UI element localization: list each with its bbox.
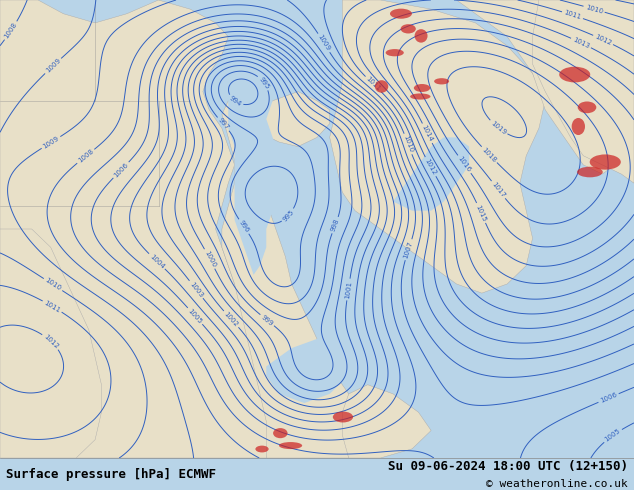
Ellipse shape (434, 78, 449, 84)
Text: 996: 996 (238, 219, 250, 234)
Text: Surface pressure [hPa] ECMWF: Surface pressure [hPa] ECMWF (6, 467, 216, 481)
Text: 1012: 1012 (594, 33, 612, 46)
Polygon shape (0, 0, 273, 458)
Text: 1016: 1016 (456, 155, 472, 173)
Ellipse shape (414, 84, 430, 92)
Ellipse shape (333, 412, 353, 422)
Ellipse shape (415, 29, 427, 43)
Text: 1017: 1017 (490, 181, 506, 198)
Ellipse shape (401, 24, 416, 33)
Text: 999: 999 (260, 314, 275, 327)
Polygon shape (0, 229, 101, 458)
Ellipse shape (572, 118, 585, 135)
Polygon shape (533, 0, 634, 183)
Text: 1010: 1010 (44, 277, 62, 292)
Text: 994: 994 (228, 95, 243, 107)
Text: 1000: 1000 (203, 249, 217, 268)
Ellipse shape (578, 101, 597, 113)
Text: 1010: 1010 (402, 135, 414, 153)
Text: 1006: 1006 (113, 162, 129, 178)
Text: 1011: 1011 (563, 9, 582, 21)
Text: 1009: 1009 (44, 57, 61, 74)
Ellipse shape (256, 445, 269, 452)
Text: 1005: 1005 (187, 307, 204, 325)
Text: 1004: 1004 (148, 253, 165, 270)
Polygon shape (228, 74, 279, 275)
Text: 997: 997 (217, 117, 230, 131)
Text: 1018: 1018 (481, 146, 498, 163)
Text: 1012: 1012 (42, 333, 60, 350)
Text: 995: 995 (257, 75, 270, 90)
Text: 1013: 1013 (572, 36, 590, 49)
Text: 1009: 1009 (42, 135, 60, 150)
Text: 1008: 1008 (77, 148, 94, 164)
Ellipse shape (559, 67, 590, 82)
Ellipse shape (410, 94, 430, 99)
Ellipse shape (590, 154, 621, 170)
Polygon shape (456, 0, 634, 174)
Ellipse shape (279, 442, 302, 449)
Text: 1005: 1005 (604, 428, 622, 443)
Text: Su 09-06-2024 18:00 UTC (12+150): Su 09-06-2024 18:00 UTC (12+150) (387, 461, 628, 473)
Text: 1001: 1001 (344, 280, 353, 299)
Polygon shape (222, 101, 349, 458)
Ellipse shape (385, 49, 404, 56)
Text: 1012: 1012 (424, 157, 437, 176)
Text: 998: 998 (330, 218, 340, 233)
Ellipse shape (375, 80, 388, 93)
Text: 1010: 1010 (585, 4, 604, 15)
Ellipse shape (577, 167, 603, 177)
Text: 1011: 1011 (43, 299, 61, 314)
Polygon shape (342, 385, 431, 458)
Polygon shape (330, 0, 545, 293)
Polygon shape (254, 92, 330, 147)
Text: 1008: 1008 (3, 22, 18, 40)
Text: 1019: 1019 (489, 120, 507, 136)
Polygon shape (393, 137, 469, 211)
Polygon shape (266, 330, 355, 403)
Ellipse shape (273, 428, 288, 438)
Text: 1003: 1003 (188, 281, 204, 298)
Ellipse shape (390, 9, 412, 19)
Text: 995: 995 (281, 209, 295, 222)
Text: 1015: 1015 (475, 203, 488, 222)
Text: 1006: 1006 (599, 392, 618, 404)
Text: 1007: 1007 (403, 240, 414, 259)
Text: © weatheronline.co.uk: © weatheronline.co.uk (486, 479, 628, 489)
Text: 1014: 1014 (420, 124, 434, 143)
Text: 1011: 1011 (365, 76, 382, 93)
Text: 1002: 1002 (223, 311, 240, 328)
Text: 1009: 1009 (316, 34, 331, 52)
